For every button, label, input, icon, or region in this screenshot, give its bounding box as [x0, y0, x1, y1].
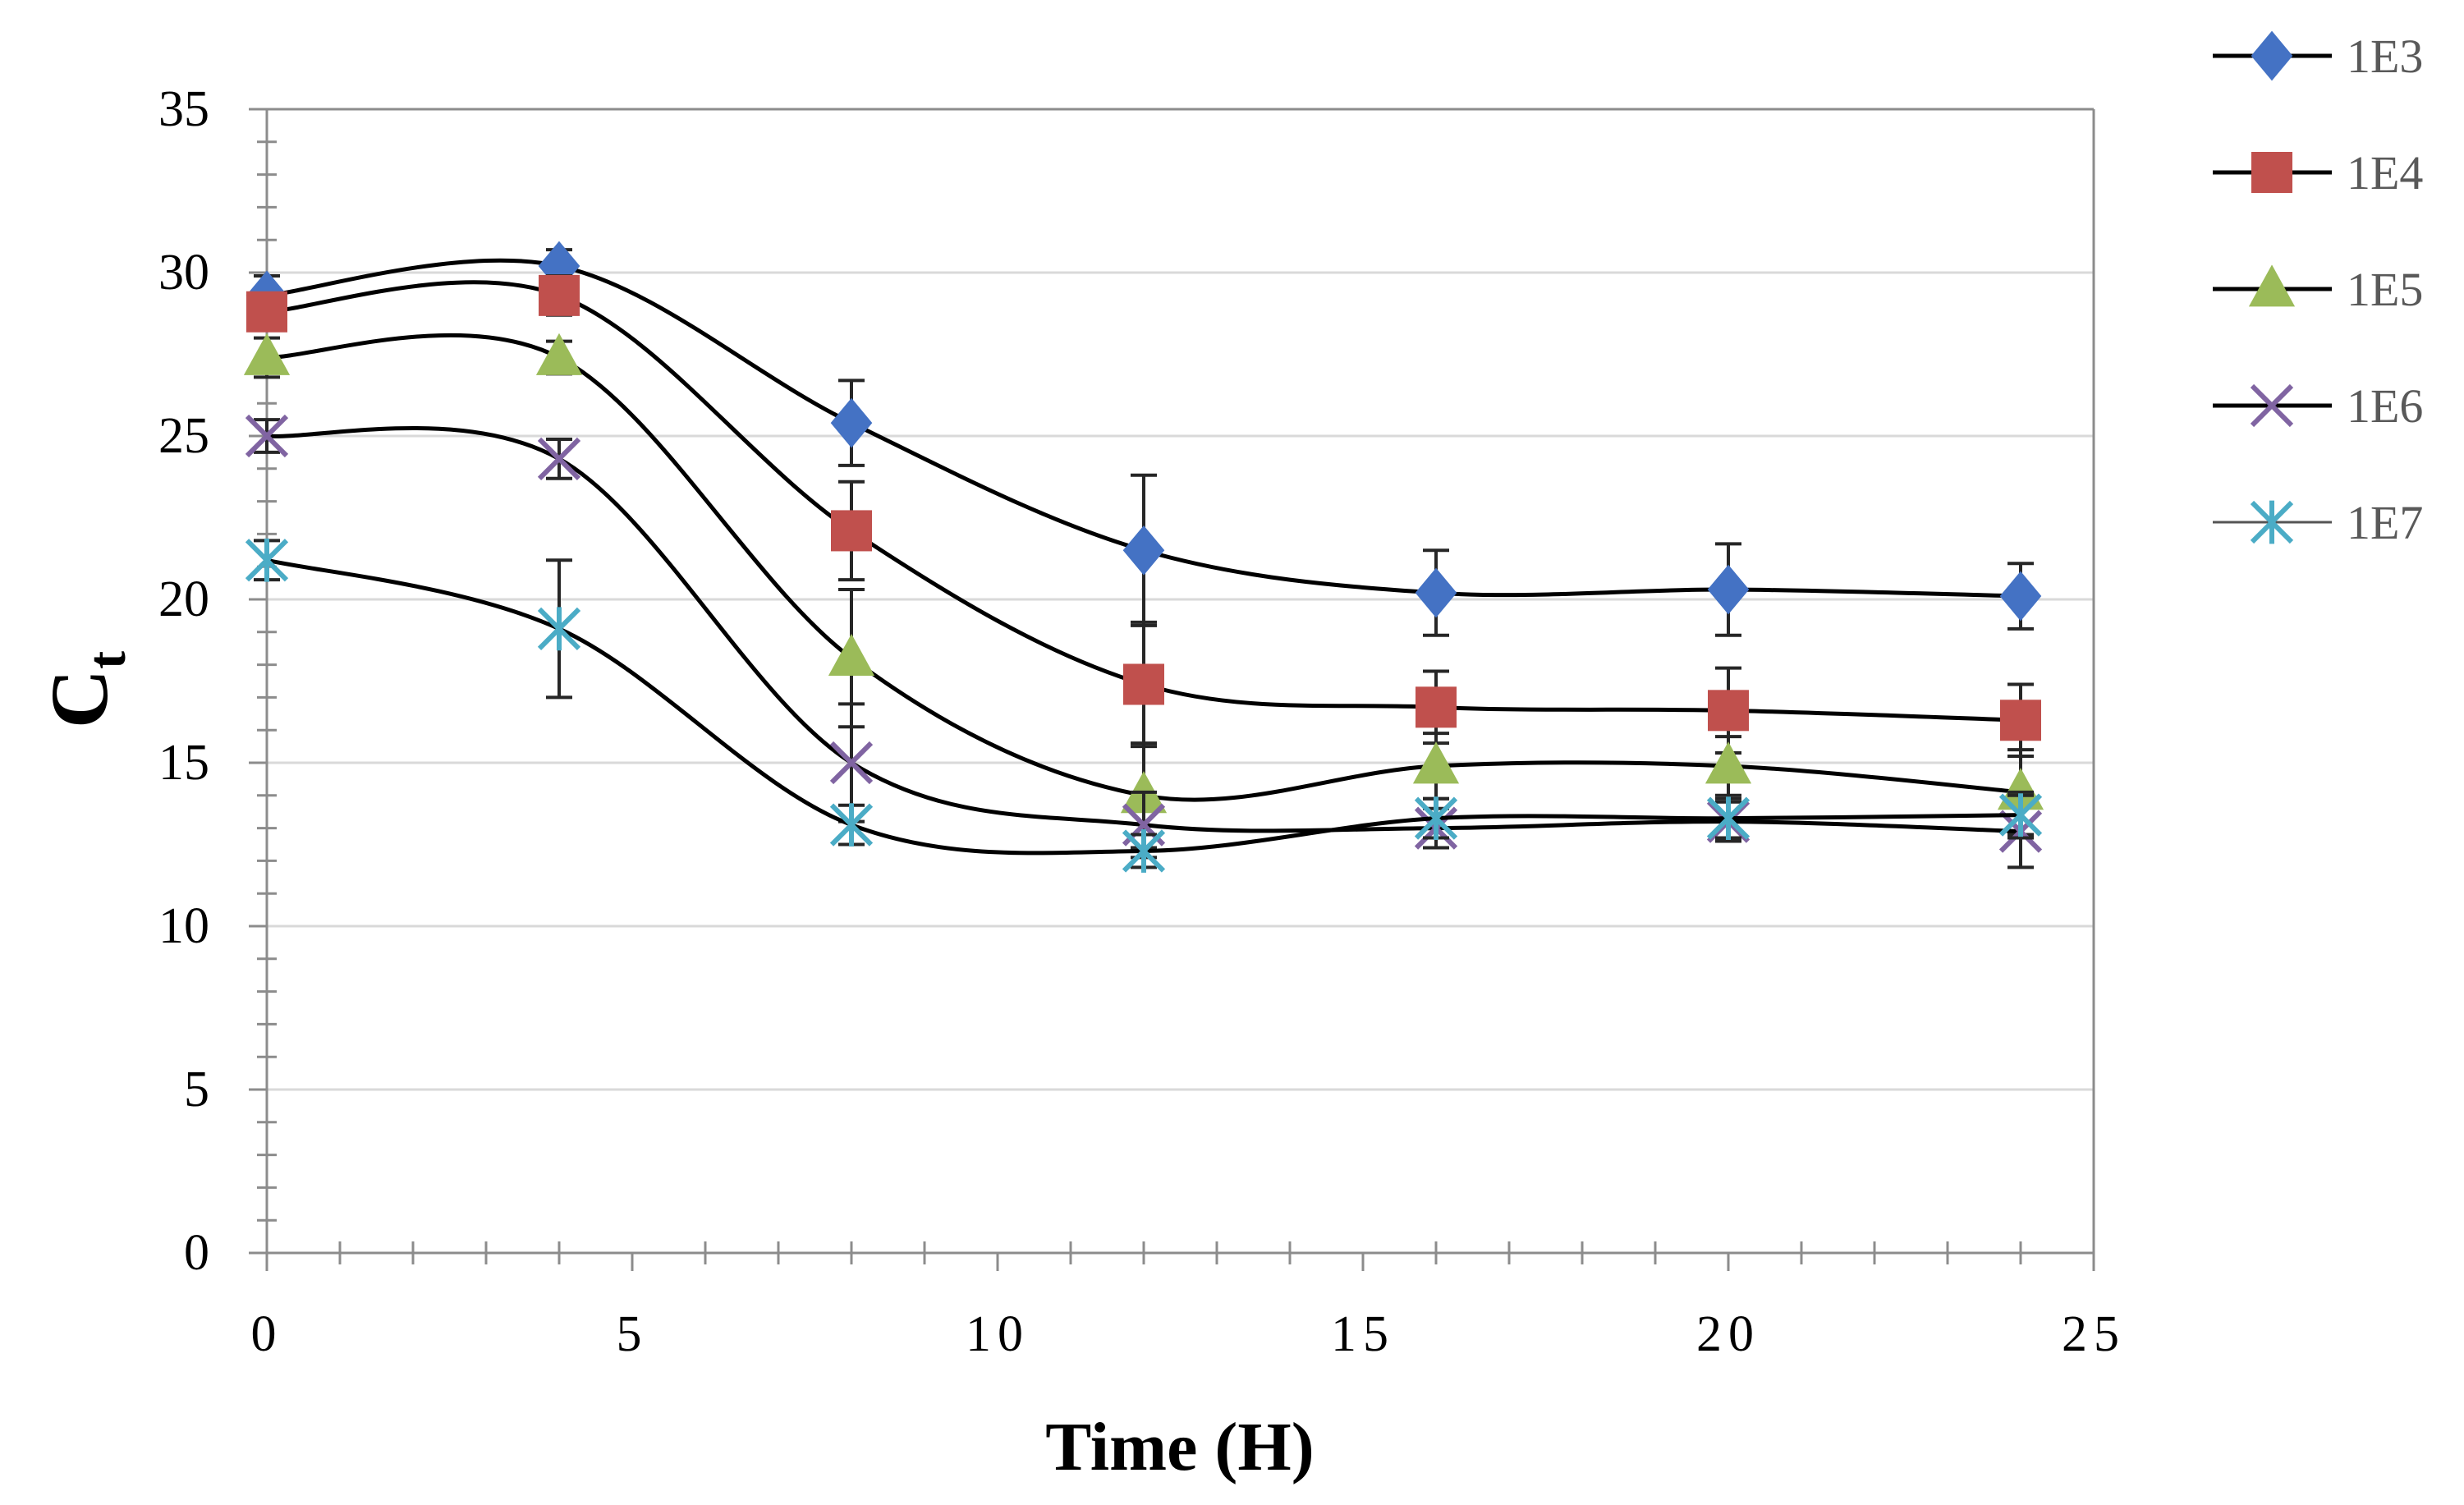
y-tick-label-0: 0 [184, 1225, 209, 1281]
point-1E4-4 [539, 274, 580, 316]
point-1E4-24 [2000, 700, 2041, 741]
point-1E7-12 [1122, 829, 1166, 873]
legend-marker-1E3 [2251, 30, 2293, 81]
point-1E3-16 [1415, 567, 1457, 618]
point-1E7-20 [1706, 796, 1750, 841]
legend-label-1E6: 1E6 [2347, 379, 2423, 433]
point-1E3-24 [1999, 571, 2042, 622]
x-tick-label-5: 5 [617, 1306, 649, 1362]
legend-item-1E3: 1E3 [2213, 30, 2423, 83]
point-1E7-16 [1414, 796, 1458, 841]
legend-item-1E7: 1E7 [2213, 496, 2423, 549]
y-tick-label-5: 5 [184, 1062, 209, 1117]
legend-marker-1E6 [2250, 383, 2294, 428]
legend-item-1E6: 1E6 [2213, 379, 2423, 433]
x-tick-label-10: 10 [966, 1306, 1030, 1362]
point-1E3-8 [830, 397, 873, 448]
legend-label-1E4: 1E4 [2347, 146, 2423, 200]
point-1E7-0 [245, 538, 289, 582]
x-tick-label-0: 0 [251, 1306, 283, 1362]
x-tick-label-20: 20 [1696, 1306, 1760, 1362]
point-1E4-12 [1123, 663, 1164, 705]
y-tick-label-30: 30 [158, 245, 209, 301]
point-1E5-0 [243, 333, 291, 375]
point-1E6-0 [245, 414, 289, 458]
series-layer [243, 241, 2044, 873]
series-1E3 [245, 241, 2042, 637]
series-1E7 [245, 538, 2043, 873]
point-1E4-0 [246, 291, 287, 333]
legend-item-1E4: 1E4 [2213, 146, 2423, 200]
y-axis-title: Ct [34, 651, 137, 728]
point-1E7-8 [829, 803, 874, 847]
point-1E7-24 [1998, 793, 2043, 837]
y-axis-title-subscript: t [77, 651, 137, 669]
legend: 1E3 1E4 1E5 1E6 1E7 [2213, 30, 2423, 549]
point-1E3-20 [1707, 564, 1750, 615]
y-tick-label-15: 15 [158, 735, 209, 791]
y-tick-label-10: 10 [158, 898, 209, 954]
point-1E4-16 [1416, 686, 1457, 728]
point-1E5-16 [1412, 741, 1460, 784]
legend-label-1E3: 1E3 [2347, 30, 2423, 83]
point-1E6-8 [829, 741, 874, 785]
legend-marker-1E5 [2248, 264, 2296, 307]
point-1E7-4 [537, 607, 581, 651]
legend-label-1E5: 1E5 [2347, 263, 2423, 316]
y-axis-title-main: C [34, 669, 125, 728]
y-tick-label-25: 25 [158, 408, 209, 464]
legend-marker-1E7 [2250, 500, 2294, 544]
point-1E5-4 [535, 333, 583, 375]
svg-text:Ct: Ct [34, 651, 137, 728]
point-1E4-20 [1708, 690, 1749, 732]
point-1E3-12 [1122, 525, 1165, 576]
legend-label-1E7: 1E7 [2347, 496, 2423, 549]
x-tick-label-25: 25 [2062, 1306, 2126, 1362]
x-axis-title: Time (H) [1045, 1409, 1314, 1485]
axes: 0 5 10 15 20 25 30 35 0 5 10 15 20 25 [158, 81, 2126, 1362]
legend-marker-1E4 [2251, 152, 2292, 193]
series-1E4 [246, 273, 2041, 759]
point-1E6-4 [537, 437, 581, 480]
x-tick-label-15: 15 [1331, 1306, 1395, 1362]
point-1E5-8 [828, 633, 875, 677]
y-tick-label-20: 20 [158, 571, 209, 627]
point-1E5-20 [1705, 741, 1752, 784]
gridlines [267, 108, 2094, 1091]
y-tick-label-35: 35 [158, 81, 209, 137]
legend-item-1E5: 1E5 [2213, 263, 2423, 316]
point-1E4-8 [831, 510, 872, 552]
